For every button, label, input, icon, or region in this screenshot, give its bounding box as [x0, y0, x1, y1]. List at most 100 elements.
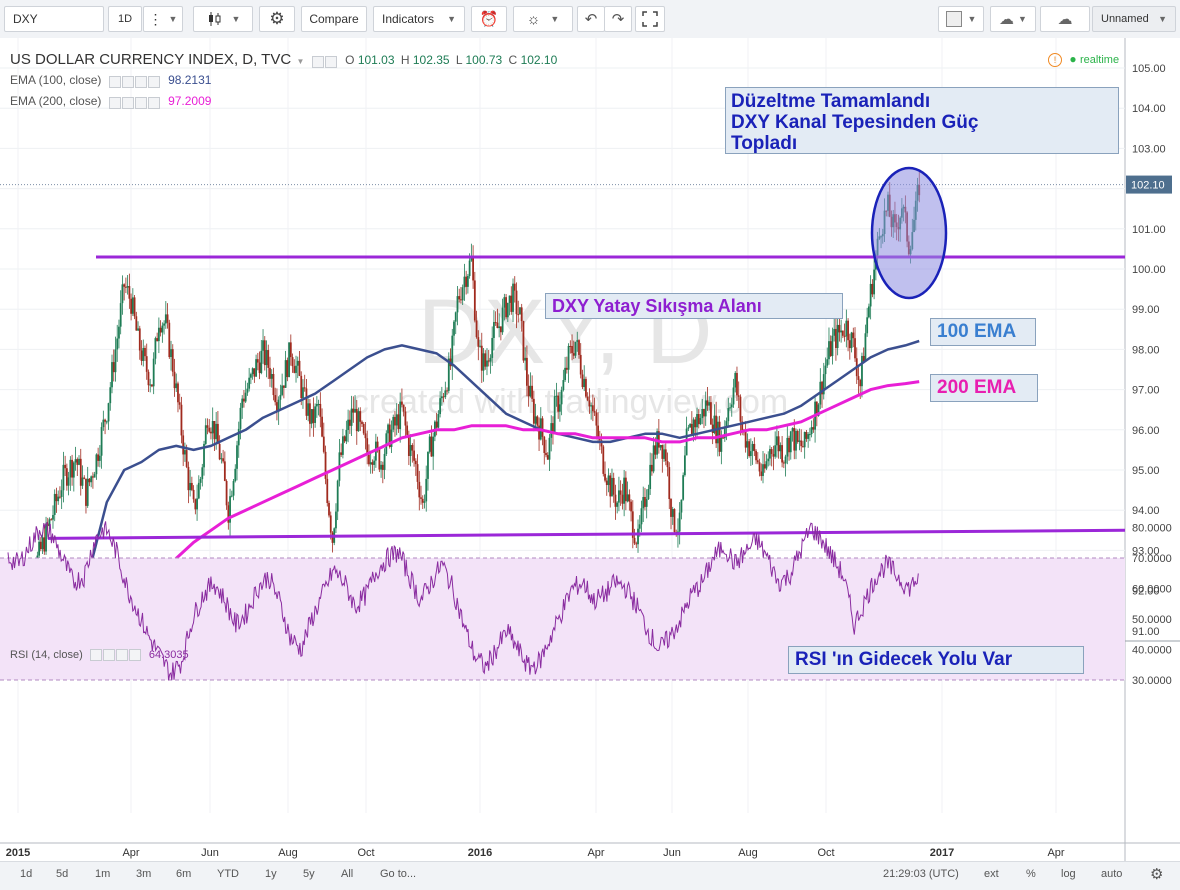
candle-body: [187, 466, 190, 491]
candle-body: [562, 380, 565, 390]
alert-button[interactable]: ⏰: [471, 6, 507, 32]
candle-body: [52, 514, 54, 520]
add-icon[interactable]: [134, 75, 147, 88]
range-1y[interactable]: 1y: [265, 868, 277, 880]
close-icon[interactable]: [147, 75, 160, 88]
range-ytd[interactable]: YTD: [217, 868, 239, 880]
candle-body: [520, 307, 523, 322]
color-picker-button[interactable]: ▼: [938, 6, 984, 32]
candle-body: [397, 414, 400, 430]
gear-icon[interactable]: ⚙: [1150, 866, 1164, 883]
hide-icon[interactable]: [108, 96, 121, 109]
range-1d[interactable]: 1d: [20, 868, 33, 880]
settings-icon[interactable]: [311, 55, 324, 68]
candle-body: [55, 493, 58, 502]
series-controls[interactable]: [311, 54, 338, 68]
settings-icon[interactable]: [102, 649, 115, 662]
settings-icon[interactable]: [121, 75, 134, 88]
rsi-controls[interactable]: [89, 649, 142, 662]
candle-body: [307, 403, 310, 416]
goto-button[interactable]: Go to...: [380, 868, 417, 880]
candle-body: [850, 332, 853, 349]
last-price-label: 102.10: [1131, 180, 1165, 192]
option-auto[interactable]: auto: [1101, 868, 1123, 880]
candle-body: [501, 307, 504, 333]
candle-body: [291, 357, 294, 367]
option-percent[interactable]: %: [1026, 868, 1036, 880]
candle-body: [130, 298, 133, 314]
candle-body: [597, 425, 599, 439]
price-chart[interactable]: 91.00 92.00 93.00 94.00 95.00 96.00 97.00 98.00…: [0, 38, 1180, 861]
candle-body: [696, 413, 698, 428]
theme-button[interactable]: ☼ ▼: [513, 6, 573, 32]
symbol-search-input[interactable]: DXY: [4, 6, 104, 32]
range-5y[interactable]: 5y: [303, 868, 315, 880]
candle-body: [119, 303, 122, 327]
range-all[interactable]: All: [341, 868, 354, 880]
indicators-button[interactable]: Indicators ▼: [373, 6, 465, 32]
close-icon[interactable]: [128, 649, 141, 662]
candle-body: [274, 395, 277, 403]
settings-button[interactable]: ⚙: [259, 6, 295, 32]
fullscreen-button[interactable]: [635, 6, 665, 32]
ema100-controls[interactable]: [108, 74, 161, 88]
candle-body: [152, 358, 155, 387]
compare-button[interactable]: Compare: [301, 6, 367, 32]
close-icon[interactable]: [147, 96, 160, 109]
settings-icon[interactable]: [121, 96, 134, 109]
interval-dropdown-button[interactable]: ⋮ ▼: [143, 6, 183, 32]
load-chart-button[interactable]: ☁ ▼: [990, 6, 1036, 32]
hide-icon[interactable]: [108, 75, 121, 88]
ema200-controls[interactable]: [108, 95, 161, 109]
undo-button[interactable]: ↶: [577, 6, 605, 32]
ema200-legend: EMA (200, close) 97.2009: [10, 94, 211, 109]
candle-body: [442, 396, 445, 398]
range-1m[interactable]: 1m: [95, 868, 111, 880]
hide-icon[interactable]: [89, 649, 102, 662]
hide-icon[interactable]: [324, 55, 337, 68]
candle-body: [111, 362, 113, 388]
candle-body: [88, 478, 91, 483]
candle-body: [255, 359, 257, 377]
candle-body: [244, 392, 247, 402]
candle-body: [256, 359, 259, 363]
range-5d[interactable]: 5d: [56, 868, 69, 880]
add-icon[interactable]: [134, 96, 147, 109]
candle-body: [732, 387, 735, 405]
add-icon[interactable]: [115, 649, 128, 662]
candle-body: [149, 384, 152, 386]
candle-body: [640, 508, 643, 525]
bottom-toolbar: 1d 5d 1m 3m 6m YTD 1y 5y All Go to... 21…: [0, 861, 1180, 890]
redo-button[interactable]: ↷: [604, 6, 632, 32]
interval-button[interactable]: 1D: [108, 6, 142, 32]
candle-body: [173, 371, 176, 389]
rsi-tick-label: 60.0000: [1132, 584, 1172, 596]
candle-body: [722, 437, 724, 439]
chart-type-button[interactable]: ▼: [193, 6, 253, 32]
annotation-box-ema200[interactable]: 200 EMA: [930, 374, 1038, 402]
candle-body: [312, 409, 315, 423]
candle-body: [286, 360, 289, 378]
range-6m[interactable]: 6m: [176, 868, 192, 880]
save-chart-button[interactable]: ☁: [1040, 6, 1090, 32]
candle-body: [284, 360, 287, 388]
chart-area[interactable]: 91.00 92.00 93.00 94.00 95.00 96.00 97.00 98.00…: [0, 38, 1180, 861]
candle-body: [456, 296, 459, 313]
candle-body: [402, 404, 405, 412]
candle-body: [703, 408, 705, 417]
candle-body: [590, 405, 593, 407]
option-ext[interactable]: ext: [984, 868, 999, 880]
candle-body: [161, 325, 164, 333]
layout-name-button[interactable]: Unnamed ▼: [1092, 6, 1176, 32]
candle-body: [395, 414, 398, 426]
candle-body: [546, 455, 549, 460]
annotation-box-rsi[interactable]: RSI 'ın Gidecek Yolu Var: [788, 646, 1084, 674]
range-3m[interactable]: 3m: [136, 868, 152, 880]
annotation-box-top[interactable]: Düzeltme Tamamlandı DXY Kanal Tepesinden…: [725, 87, 1119, 154]
annotation-box-ema100[interactable]: 100 EMA: [930, 318, 1036, 346]
candle-body: [763, 464, 766, 469]
candle-body: [777, 436, 780, 452]
candle-body: [350, 408, 353, 426]
annotation-box-range[interactable]: DXY Yatay Sıkışma Alanı: [545, 293, 843, 319]
option-log[interactable]: log: [1061, 868, 1076, 880]
